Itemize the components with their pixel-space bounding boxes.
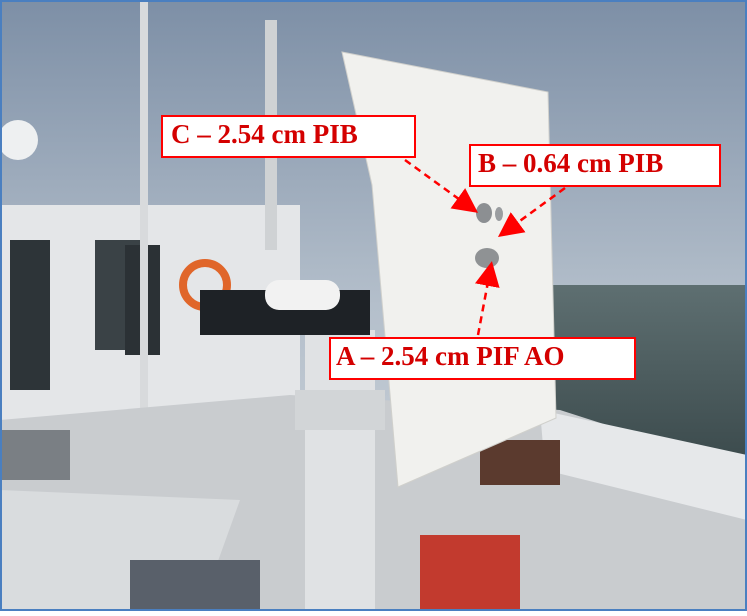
label: A – 2.54 cm PIF AO — [336, 341, 565, 371]
label: C – 2.54 cm PIB — [171, 119, 358, 149]
photo: C – 2.54 cm PIB B – 0.64 cm PIB A – 2.54… — [0, 0, 747, 611]
scene — [0, 0, 747, 611]
label: B – 0.64 cm PIB — [478, 148, 663, 178]
